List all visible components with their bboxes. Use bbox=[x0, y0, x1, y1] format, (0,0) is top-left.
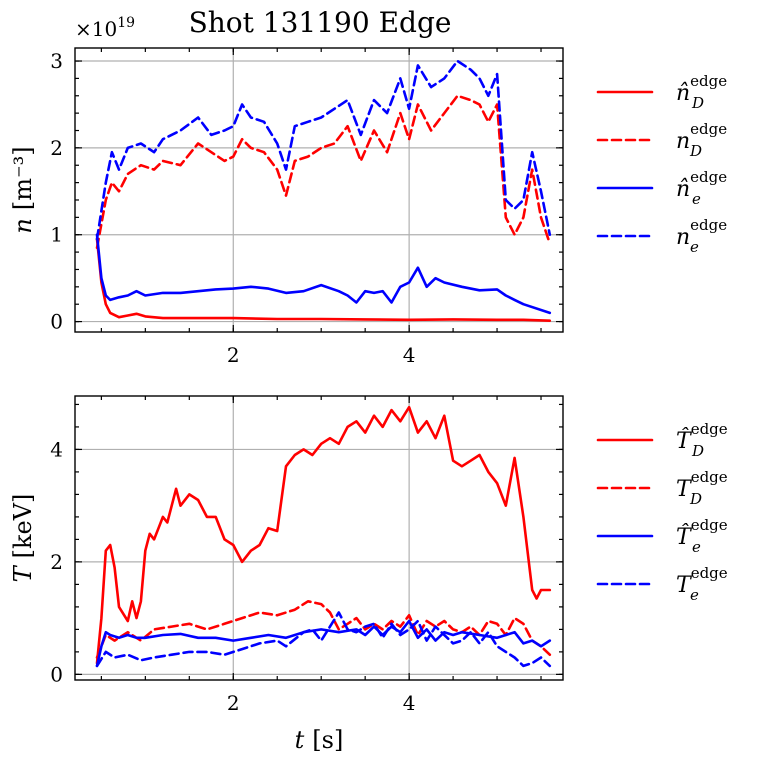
y-tick-label: 4 bbox=[50, 437, 63, 461]
y-axis-label-var: T bbox=[9, 564, 37, 582]
y-offset-base: ×10 bbox=[75, 17, 117, 41]
legend-sup: edge bbox=[691, 468, 728, 486]
series-line-temperature-0 bbox=[95, 405, 552, 665]
legend-sup: edge bbox=[691, 564, 728, 582]
y-tick-label: 0 bbox=[50, 310, 63, 334]
legend-entry: n̂edge D bbox=[676, 72, 727, 112]
y-offset-exponent: 19 bbox=[117, 15, 135, 31]
legend-sup: edge bbox=[690, 72, 727, 90]
axes-frame bbox=[74, 47, 564, 333]
series-line-density-3 bbox=[95, 59, 552, 241]
series-line-temperature-2 bbox=[95, 619, 552, 668]
legend-entry: Tedge D bbox=[676, 468, 728, 508]
x-tick-label: 2 bbox=[227, 343, 240, 367]
y-tick-label: 3 bbox=[50, 49, 63, 73]
series-line-temperature-3 bbox=[95, 611, 552, 668]
y-axis-label-unit: [keV] bbox=[9, 494, 37, 559]
x-axis-label-unit: [s] bbox=[312, 726, 343, 754]
legend-sup: edge bbox=[690, 168, 727, 186]
x-tick-label: 4 bbox=[403, 343, 416, 367]
legend-sub: D bbox=[691, 94, 704, 112]
legend-base: T̂ bbox=[676, 524, 693, 550]
x-axis-label-var: t bbox=[295, 726, 305, 754]
legend-entry: T̂edge e bbox=[676, 516, 728, 556]
legend-base: n bbox=[676, 225, 690, 250]
legend-sub: e bbox=[690, 238, 699, 256]
legend-sup: edge bbox=[691, 420, 728, 438]
chart-title: Shot 131190 Edge bbox=[189, 6, 452, 39]
legend-sub: e bbox=[690, 586, 699, 604]
y-tick-label: 2 bbox=[50, 550, 63, 574]
y-axis-label-unit: [m⁻³] bbox=[9, 146, 37, 210]
legend-base: T̂ bbox=[676, 428, 693, 454]
y-axis-label-var: n bbox=[9, 218, 37, 233]
legend-base: T bbox=[676, 573, 693, 598]
series-group bbox=[95, 405, 552, 668]
legend-sub: e bbox=[692, 538, 701, 556]
series-line-density-0 bbox=[95, 237, 552, 322]
y-tick-label: 2 bbox=[50, 136, 63, 160]
y-axis-label: n [m⁻³] bbox=[9, 146, 37, 233]
legend-base: n̂ bbox=[676, 81, 690, 106]
x-axis-label: t [s] bbox=[295, 726, 344, 754]
legend-entry: n̂edge e bbox=[676, 168, 727, 208]
legend-entry: Tedge e bbox=[676, 564, 728, 604]
legend-base: n bbox=[676, 129, 690, 154]
legend-sub: e bbox=[692, 190, 701, 208]
y-tick-label: 1 bbox=[50, 223, 63, 247]
series-line-density-1 bbox=[95, 94, 552, 250]
legend-sup: edge bbox=[691, 516, 728, 534]
series-line-temperature-1 bbox=[95, 600, 552, 659]
x-tick-label: 2 bbox=[227, 691, 240, 715]
legend-entry: nedge D bbox=[676, 120, 727, 160]
legend-sup: edge bbox=[690, 216, 727, 234]
legend-sub: D bbox=[689, 490, 702, 508]
legend-sub: D bbox=[689, 142, 702, 160]
legend-base: T bbox=[676, 477, 693, 502]
series-group bbox=[95, 59, 552, 322]
y-tick-label: 0 bbox=[50, 662, 63, 686]
legend-entry: nedge e bbox=[676, 216, 727, 256]
y-axis-label: T [keV] bbox=[9, 494, 37, 583]
legend-entry: T̂edge D bbox=[676, 420, 728, 460]
legend-sup: edge bbox=[690, 120, 727, 138]
x-tick-label: 4 bbox=[403, 691, 416, 715]
axes-frame bbox=[74, 395, 564, 681]
legend-base: n̂ bbox=[676, 177, 690, 202]
series-line-density-2 bbox=[95, 233, 552, 315]
y-offset-multiplier: ×1019 bbox=[75, 15, 135, 41]
legend-sub: D bbox=[691, 442, 704, 460]
